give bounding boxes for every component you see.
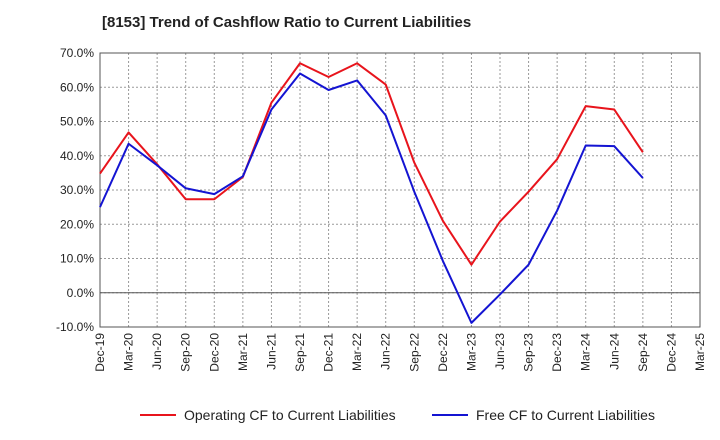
x-tick-label: Sep-20 — [179, 333, 193, 372]
x-tick-label: Mar-24 — [579, 333, 593, 371]
y-tick-label: 70.0% — [60, 46, 94, 60]
y-tick-label: 30.0% — [60, 183, 94, 197]
x-tick-label: Mar-25 — [693, 333, 707, 371]
x-tick-label: Jun-20 — [150, 333, 164, 370]
x-tick-label: Jun-23 — [493, 333, 507, 370]
y-tick-label: 60.0% — [60, 80, 94, 94]
series-line-2 — [99, 72, 644, 324]
x-tick-label: Mar-22 — [350, 333, 364, 371]
legend-swatch — [432, 414, 468, 416]
plot-frame — [99, 52, 701, 328]
x-tick-label: Jun-21 — [264, 333, 278, 370]
legend-item-2: Free CF to Current Liabilities — [432, 404, 655, 426]
x-tick-label: Dec-19 — [93, 333, 107, 372]
y-tick-label: 0.0% — [67, 286, 95, 300]
x-tick-label: Mar-20 — [122, 333, 136, 371]
y-tick-label: 40.0% — [60, 149, 94, 163]
legend-item-1: Operating CF to Current Liabilities — [140, 404, 396, 426]
x-tick-label: Sep-21 — [293, 333, 307, 372]
x-tick-label: Sep-23 — [522, 333, 536, 372]
x-tick-label: Mar-21 — [236, 333, 250, 371]
x-tick-label: Jun-22 — [379, 333, 393, 370]
x-tick-label: Dec-23 — [550, 333, 564, 372]
legend-swatch — [140, 414, 176, 416]
y-tick-label: 50.0% — [60, 115, 94, 129]
x-tick-label: Jun-24 — [607, 333, 621, 370]
y-tick-label: 20.0% — [60, 217, 94, 231]
x-tick-label: Mar-23 — [464, 333, 478, 371]
x-tick-label: Dec-21 — [322, 333, 336, 372]
x-tick-label: Sep-22 — [407, 333, 421, 372]
x-tick-label: Sep-24 — [636, 333, 650, 372]
legend-label: Free CF to Current Liabilities — [476, 407, 655, 423]
legend-label: Operating CF to Current Liabilities — [184, 407, 396, 423]
chart-title: [8153] Trend of Cashflow Ratio to Curren… — [102, 14, 472, 31]
x-tick-label: Dec-22 — [436, 333, 450, 372]
legend: Operating CF to Current Liabilities Free … — [0, 404, 720, 426]
series-line-1 — [99, 62, 644, 266]
y-tick-label: -10.0% — [56, 320, 94, 334]
x-tick-label: Dec-20 — [207, 333, 221, 372]
y-tick-label: 10.0% — [60, 252, 94, 266]
x-tick-label: Dec-24 — [664, 333, 678, 372]
